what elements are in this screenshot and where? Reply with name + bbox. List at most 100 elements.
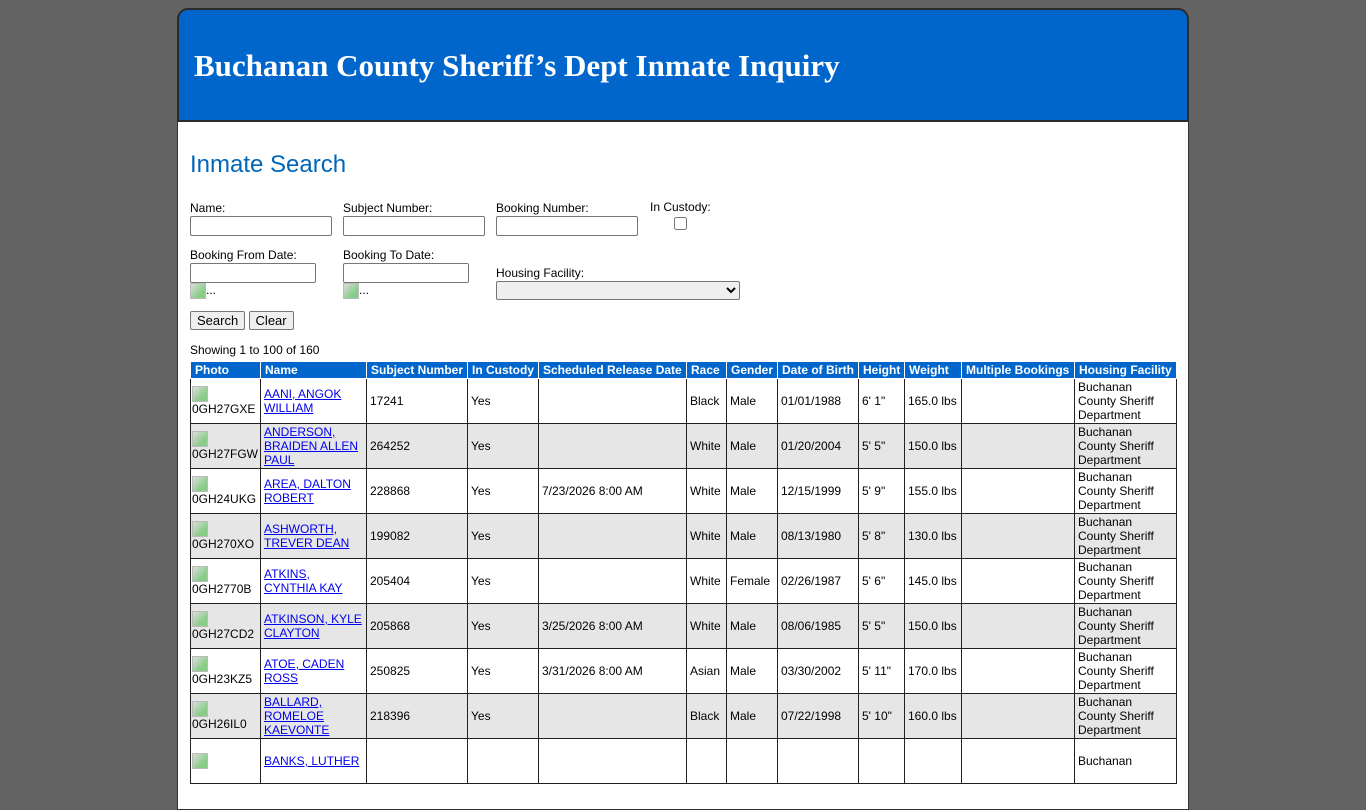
in-custody-label: In Custody:: [650, 200, 711, 214]
inmate-photo-icon: [192, 656, 208, 672]
photo-alt-text: 0GH26IL0: [192, 717, 247, 731]
site-title: Buchanan County Sheriff’s Dept Inmate In…: [194, 48, 840, 83]
housing-facility-label: Housing Facility:: [496, 266, 585, 280]
cell-gender: Male: [726, 423, 778, 469]
cell-facility: Buchanan: [1074, 738, 1177, 784]
column-header: Weight: [904, 361, 962, 379]
cell-multiple: [961, 423, 1075, 469]
cell-photo: 0GH270XO: [190, 513, 261, 559]
photo-alt-text: 0GH270XO: [192, 537, 255, 551]
cell-subject: 228868: [366, 468, 468, 514]
cell-subject: 218396: [366, 693, 468, 739]
inmate-name-link[interactable]: BALLARD, ROMELOE KAEVONTE: [264, 695, 330, 737]
photo-alt-text: 0GH24UKG: [192, 492, 257, 506]
cell-name: AREA, DALTON ROBERT: [260, 468, 367, 514]
table-row: 0GH27CD2 ATKINSON, KYLE CLAYTON 205868 Yes 3…: [190, 603, 1177, 649]
cell-release: [538, 513, 687, 559]
cell-subject: 205868: [366, 603, 468, 649]
cell-weight: 165.0 lbs: [904, 378, 962, 424]
cell-custody: Yes: [467, 378, 539, 424]
inmate-photo-icon: [192, 521, 208, 537]
inmate-photo-icon: [192, 611, 208, 627]
inmate-name-link[interactable]: BANKS, LUTHER: [264, 754, 360, 768]
cell-gender: Male: [726, 693, 778, 739]
inmate-name-link[interactable]: ATKINSON, KYLE CLAYTON: [264, 612, 362, 640]
cell-facility: Buchanan County Sheriff Department: [1074, 693, 1177, 739]
in-custody-checkbox[interactable]: [673, 217, 687, 230]
name-label: Name:: [190, 201, 226, 215]
calendar-icon[interactable]: [190, 283, 206, 299]
inmate-name-link[interactable]: ATKINS, CYNTHIA KAY: [264, 567, 343, 595]
cell-weight: 170.0 lbs: [904, 648, 962, 694]
inmate-name-link[interactable]: AANI, ANGOK WILLIAM: [264, 387, 342, 415]
cell-dob: 01/01/1988: [777, 378, 859, 424]
cell-name: ANDERSON, BRAIDEN ALLEN PAUL: [260, 423, 367, 469]
cell-facility: Buchanan County Sheriff Department: [1074, 603, 1177, 649]
cell-weight: 145.0 lbs: [904, 558, 962, 604]
cell-custody: [467, 738, 539, 784]
page-container: Buchanan County Sheriff’s Dept Inmate In…: [177, 8, 1189, 810]
cell-dob: 08/13/1980: [777, 513, 859, 559]
cell-photo: 0GH2770B: [190, 558, 261, 604]
cell-release: [538, 423, 687, 469]
booking-to-input[interactable]: [343, 263, 469, 283]
subject-number-input[interactable]: [343, 216, 485, 236]
cell-dob: 03/30/2002: [777, 648, 859, 694]
cell-height: 5' 8": [858, 513, 905, 559]
cell-facility: Buchanan County Sheriff Department: [1074, 558, 1177, 604]
cell-release: 3/25/2026 8:00 AM: [538, 603, 687, 649]
name-input[interactable]: [190, 216, 332, 236]
inmate-name-link[interactable]: ASHWORTH, TREVER DEAN: [264, 522, 350, 550]
cell-photo: 0GH27CD2: [190, 603, 261, 649]
inmate-photo-icon: [192, 701, 208, 717]
cell-weight: 155.0 lbs: [904, 468, 962, 514]
column-header: Gender: [726, 361, 778, 379]
cell-multiple: [961, 603, 1075, 649]
cell-facility: Buchanan County Sheriff Department: [1074, 378, 1177, 424]
column-header: Name: [260, 361, 367, 379]
cell-race: Black: [686, 378, 727, 424]
booking-number-input[interactable]: [496, 216, 638, 236]
inmate-name-link[interactable]: AREA, DALTON ROBERT: [264, 477, 351, 505]
cell-name: ASHWORTH, TREVER DEAN: [260, 513, 367, 559]
housing-facility-select[interactable]: [496, 281, 740, 300]
cell-name: BANKS, LUTHER: [260, 738, 367, 784]
cell-dob: [777, 738, 859, 784]
cell-release: [538, 558, 687, 604]
cell-weight: 130.0 lbs: [904, 513, 962, 559]
booking-from-input[interactable]: [190, 263, 316, 283]
cell-height: 5' 5": [858, 603, 905, 649]
table-row: 0GH27FGW ANDERSON, BRAIDEN ALLEN PAUL 2642…: [190, 423, 1177, 469]
cell-subject: 250825: [366, 648, 468, 694]
booking-from-label: Booking From Date:: [190, 248, 297, 262]
photo-alt-text: 0GH27FGW: [192, 447, 259, 461]
cell-facility: Buchanan County Sheriff Department: [1074, 423, 1177, 469]
inmate-name-link[interactable]: ATOE, CADEN ROSS: [264, 657, 345, 685]
cell-custody: Yes: [467, 603, 539, 649]
cell-height: 5' 6": [858, 558, 905, 604]
cell-dob: 07/22/1998: [777, 693, 859, 739]
cell-subject: 17241: [366, 378, 468, 424]
cell-facility: Buchanan County Sheriff Department: [1074, 468, 1177, 514]
page-title: Inmate Search: [190, 151, 347, 178]
clear-button[interactable]: Clear: [248, 311, 294, 330]
inmate-table: Photo Name Subject Number In Custody Schedul…: [190, 361, 1177, 784]
photo-alt-text: 0GH27GXE: [192, 402, 256, 416]
cell-custody: Yes: [467, 513, 539, 559]
cell-gender: Male: [726, 648, 778, 694]
column-header: Scheduled Release Date: [538, 361, 687, 379]
column-header: Multiple Bookings: [961, 361, 1075, 379]
cell-custody: Yes: [467, 468, 539, 514]
search-button[interactable]: Search: [190, 311, 246, 330]
cell-facility: Buchanan County Sheriff Department: [1074, 513, 1177, 559]
calendar-icon[interactable]: [343, 283, 359, 299]
cell-release: [538, 378, 687, 424]
photo-alt-text: 0GH27CD2: [192, 627, 255, 641]
table-row: 0GH26IL0 BALLARD, ROMELOE KAEVONTE 218396 Y…: [190, 693, 1177, 739]
cell-gender: Male: [726, 468, 778, 514]
cell-dob: 02/26/1987: [777, 558, 859, 604]
cell-multiple: [961, 738, 1075, 784]
inmate-name-link[interactable]: ANDERSON, BRAIDEN ALLEN PAUL: [264, 425, 359, 467]
cell-release: [538, 738, 687, 784]
photo-alt-text: 0GH2770B: [192, 582, 252, 596]
